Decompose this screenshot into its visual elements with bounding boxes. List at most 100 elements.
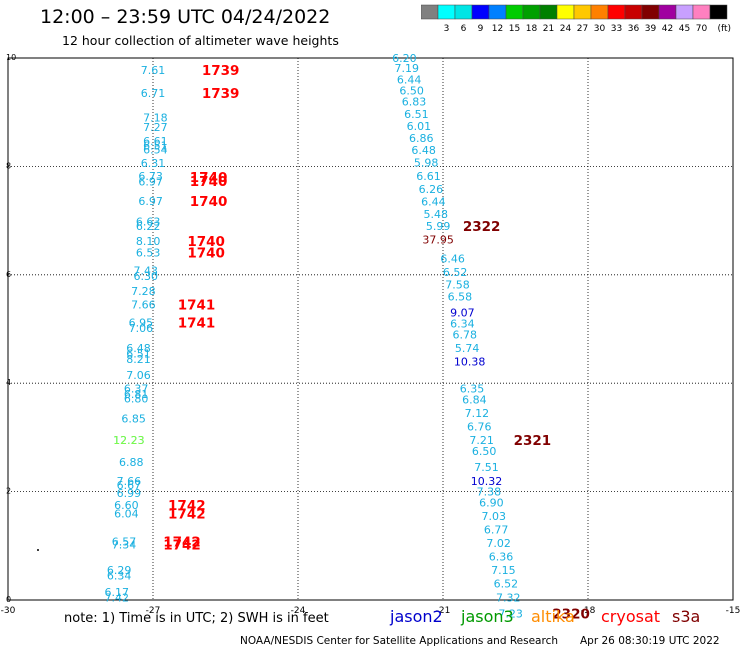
wave-height-point: 7.42 xyxy=(105,591,130,604)
wave-height-point: 6.86 xyxy=(409,132,434,145)
wave-height-point: 6.46 xyxy=(440,253,465,266)
wave-height-point: 6.51 xyxy=(143,139,168,152)
y-tick-label: 8 xyxy=(6,161,11,170)
wave-height-point: 12.23 xyxy=(113,434,145,447)
color-scale-label: 3 xyxy=(444,24,450,34)
footer-note: note: 1) Time is in UTC; 2) SWH is in fe… xyxy=(64,611,329,626)
y-tick-label: 4 xyxy=(6,378,11,387)
wave-height-point: 5.99 xyxy=(426,220,451,233)
x-tick-label: -30 xyxy=(1,606,16,616)
wave-height-point: 5.74 xyxy=(455,342,480,355)
wave-height-point: 5.98 xyxy=(414,157,439,170)
wave-height-point: 7.32 xyxy=(496,591,521,604)
wave-height-point: 6.04 xyxy=(114,507,139,520)
wave-height-point: 6.76 xyxy=(467,421,492,434)
wave-height-point: 6.60 xyxy=(114,499,139,512)
time-annotation: 1742 xyxy=(163,534,201,550)
color-scale-label: 45 xyxy=(679,24,690,34)
wave-height-point: 7.03 xyxy=(482,510,507,523)
time-annotation: 1742 xyxy=(168,506,206,522)
time-annotation: 1741 xyxy=(178,315,216,331)
legend-altika: altika xyxy=(531,607,575,626)
legend-cryosat: cryosat xyxy=(601,607,661,626)
time-annotation: 2322 xyxy=(463,219,501,235)
wave-height-point: 6.48 xyxy=(126,342,151,355)
page-subtitle: 12 hour collection of altimeter wave hei… xyxy=(62,33,339,48)
wave-height-point: 6.34 xyxy=(107,570,132,583)
wave-height-point: 6.50 xyxy=(399,85,424,98)
wave-height-point: 6.95 xyxy=(129,316,154,329)
wave-height-point: 6.84 xyxy=(462,393,487,406)
wave-height-point: 6.51 xyxy=(404,108,429,121)
wave-height-point: 7.18 xyxy=(143,112,168,125)
color-scale-label: 18 xyxy=(526,24,538,34)
wave-height-point: 6.80 xyxy=(124,392,149,405)
wave-height-point: 7.06 xyxy=(126,369,151,382)
wave-height-point: 7.15 xyxy=(491,564,516,577)
wave-height-point: 5.48 xyxy=(424,208,449,221)
wave-height-point: 7.28 xyxy=(131,285,156,298)
wave-height-point: 10.32 xyxy=(471,475,503,488)
wave-height-point: 6.77 xyxy=(484,524,509,537)
color-scale-label: 12 xyxy=(492,24,503,34)
wave-height-point: 6.22 xyxy=(136,220,161,233)
wave-height-point: 6.35 xyxy=(460,383,485,396)
credit-text: NOAA/NESDIS Center for Satellite Applica… xyxy=(240,635,558,647)
wave-height-point: 12.23 xyxy=(113,434,145,447)
x-tick-label: -24 xyxy=(291,606,306,616)
color-scale-label: 39 xyxy=(645,24,657,34)
wave-height-point: 6.54 xyxy=(143,144,168,157)
legend-jason2: jason2 xyxy=(390,607,443,626)
wave-height-point: 6.52 xyxy=(494,578,519,591)
wave-height-point: 7.51 xyxy=(474,461,499,474)
wave-height-point: 6.53 xyxy=(136,247,161,260)
wave-height-point: 7.58 xyxy=(445,279,470,292)
color-scale-label: 21 xyxy=(543,24,554,34)
wave-height-point: 6.78 xyxy=(453,328,478,341)
wave-height-point: 6.29 xyxy=(107,564,132,577)
wave-height-point: 6.50 xyxy=(472,445,497,458)
wave-height-point: 7.34 xyxy=(112,539,137,552)
wave-height-point: 6.26 xyxy=(419,183,444,196)
wave-height-point: 6.44 xyxy=(421,196,446,209)
color-scale-label: 33 xyxy=(611,24,622,34)
wave-height-point: 6.73 xyxy=(138,170,163,183)
wave-height-point: 7.38 xyxy=(477,486,502,499)
wave-height-point: 6.83 xyxy=(402,95,427,108)
wave-height-point: 6.51 xyxy=(126,347,151,360)
x-tick-label: -21 xyxy=(436,606,451,616)
wave-height-point: 6.63 xyxy=(136,216,161,229)
wave-height-point: 6.61 xyxy=(143,135,168,148)
time-annotation: 1740 xyxy=(187,246,225,262)
wave-height-point: 7.27 xyxy=(143,121,168,134)
wave-height-point: 6.58 xyxy=(448,290,473,303)
wave-height-point: 6.88 xyxy=(119,456,144,469)
y-tick-label: 2 xyxy=(6,487,11,496)
legend-s3a: s3a xyxy=(672,607,701,626)
wave-height-point: 6.34 xyxy=(450,318,475,331)
time-annotation: 1739 xyxy=(202,63,240,79)
x-tick-label: -18 xyxy=(581,606,596,616)
color-scale-label: 24 xyxy=(560,24,572,34)
wave-height-point: 6.36 xyxy=(489,551,514,564)
wave-height-point: 8.10 xyxy=(136,235,161,248)
wave-height-point: 7.02 xyxy=(486,537,511,550)
wave-height-point: 6.44 xyxy=(397,74,422,87)
y-tick-label: 6 xyxy=(6,270,11,279)
color-scale-label: 15 xyxy=(509,24,520,34)
wave-height-point: 7.23 xyxy=(498,608,523,621)
y-tick-label: 10 xyxy=(6,53,16,62)
color-scale-label: 42 xyxy=(662,24,673,34)
wave-height-point: 7.66 xyxy=(131,299,156,312)
time-annotation: 1742 xyxy=(163,538,201,554)
color-scale-label: 6 xyxy=(461,24,467,34)
wave-height-point: 7.12 xyxy=(465,407,490,420)
wave-height-point: 6.67 xyxy=(117,479,142,492)
wave-height-point: 7.21 xyxy=(469,434,494,447)
x-tick-label: -15 xyxy=(726,606,740,616)
wave-height-point: 6.57 xyxy=(112,535,137,548)
wave-height-point: 8.21 xyxy=(126,353,151,366)
wave-height-point: 6.81 xyxy=(124,388,149,401)
stray-point xyxy=(37,549,39,551)
